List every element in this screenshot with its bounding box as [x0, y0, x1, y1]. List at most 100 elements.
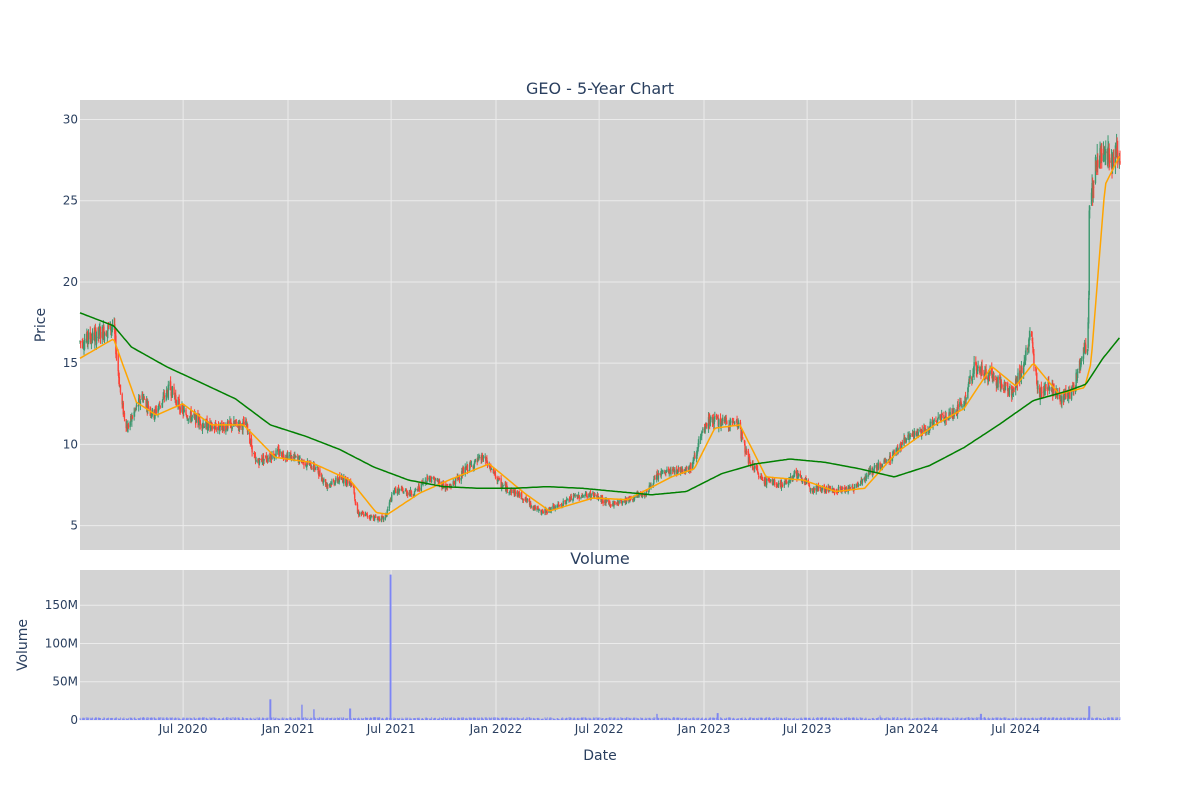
candle-body: [857, 484, 860, 486]
volume-bar: [766, 717, 768, 720]
volume-bar: [684, 718, 686, 720]
candle-body: [552, 505, 554, 510]
volume-bar: [497, 717, 499, 720]
volume-bar: [315, 718, 317, 720]
volume-bar: [319, 717, 321, 720]
candle-body: [811, 488, 813, 492]
x-axis-label: Date: [583, 748, 616, 764]
candle-body: [323, 478, 325, 482]
volume-bar: [833, 717, 835, 720]
candle-body: [359, 513, 361, 515]
candle-body: [864, 476, 866, 481]
candle-body: [291, 456, 293, 460]
volume-bar: [596, 717, 598, 720]
volume-bar: [1098, 717, 1100, 720]
candle-body: [189, 415, 191, 420]
candle-body: [510, 487, 513, 494]
candle-body: [869, 469, 871, 475]
volume-bar: [190, 717, 192, 720]
volume-bar: [561, 718, 563, 720]
x-tick-label: Jul 2023: [782, 722, 832, 736]
volume-bar: [597, 717, 599, 720]
volume-bar: [996, 717, 998, 720]
candle-body: [780, 482, 783, 488]
volume-bar: [776, 718, 778, 720]
volume-bar: [823, 718, 825, 720]
volume-bar: [403, 718, 405, 720]
volume-bar: [709, 717, 711, 720]
volume-bar: [608, 717, 610, 720]
volume-bar: [459, 717, 461, 720]
volume-bar: [381, 718, 383, 720]
volume-bar: [857, 718, 859, 720]
candle-body: [1033, 353, 1035, 365]
volume-bar: [337, 717, 339, 720]
volume-bar: [1108, 717, 1110, 720]
candle-body: [161, 399, 164, 404]
volume-y-tick-label: 100M: [45, 636, 78, 650]
candle-body: [960, 404, 963, 406]
volume-bar: [253, 718, 255, 720]
volume-bar: [150, 717, 152, 720]
candle-body: [326, 485, 329, 488]
candle-body: [410, 493, 413, 495]
volume-bar: [668, 717, 670, 720]
volume-bar: [517, 717, 519, 720]
candle-body: [848, 488, 851, 490]
volume-bar: [1048, 718, 1050, 720]
volume-bar: [1045, 717, 1047, 720]
candle-body: [848, 488, 850, 489]
candle-body: [474, 459, 476, 463]
candle-body: [787, 482, 790, 484]
volume-bar: [1036, 718, 1038, 720]
candle-body: [450, 485, 452, 487]
candle-body: [734, 422, 736, 424]
volume-bar: [255, 717, 257, 720]
candle-body: [999, 377, 1001, 380]
candle-body: [534, 506, 537, 510]
candle-body: [118, 376, 121, 386]
candle-body: [562, 501, 564, 507]
volume-bar: [540, 718, 542, 720]
volume-bar: [653, 717, 655, 720]
volume-bar: [309, 718, 311, 720]
candle-body: [1045, 384, 1047, 389]
candle-body: [699, 436, 702, 441]
volume-bar: [239, 718, 241, 720]
volume-bar: [265, 718, 267, 720]
candle-body: [466, 464, 469, 471]
volume-bar: [665, 719, 667, 720]
candle-body: [159, 405, 161, 406]
volume-bar: [410, 718, 412, 720]
candle-body: [704, 428, 706, 433]
candle-body: [353, 492, 356, 499]
volume-bar: [281, 717, 283, 720]
candle-body: [462, 467, 465, 474]
volume-bar: [390, 574, 392, 720]
volume-bar: [735, 718, 737, 720]
volume-bar: [932, 718, 934, 720]
candle-body: [621, 502, 624, 504]
volume-bar: [851, 717, 853, 720]
volume-bar: [832, 717, 834, 720]
candle-body: [334, 482, 336, 485]
candle-body: [824, 490, 827, 492]
volume-bar: [175, 717, 177, 720]
volume-bar: [808, 718, 810, 720]
volume-bar: [375, 717, 377, 720]
volume-bar: [692, 717, 694, 720]
volume-bar: [423, 719, 425, 720]
candle-body: [1094, 157, 1097, 183]
volume-bar: [445, 718, 447, 720]
volume-bar: [1019, 718, 1021, 720]
price-plot-area: [80, 100, 1120, 550]
candle-body: [175, 394, 177, 401]
volume-bar: [965, 718, 967, 720]
volume-bar: [210, 718, 212, 720]
volume-bar: [497, 718, 499, 720]
volume-bar: [406, 718, 408, 720]
candle-body: [698, 440, 700, 445]
candle-body: [197, 413, 199, 423]
volume-bar: [702, 718, 704, 720]
candle-body: [490, 467, 492, 470]
